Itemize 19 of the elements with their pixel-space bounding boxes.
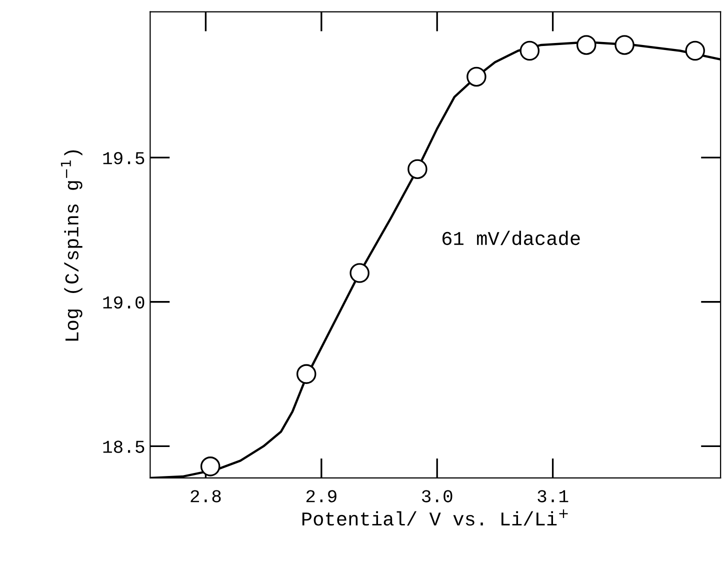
point (466, 66, 486, 87)
y-axis-title: Log (C/spins g$^{−1}$) (60, 150, 82, 341)
y-tick-label: 18.5 (103, 440, 144, 453)
point (408, 159, 428, 179)
point (200, 456, 220, 476)
y-tick-label: 19.0 (103, 296, 144, 309)
x-tick-label: 3.1 (538, 490, 568, 502)
point (296, 364, 316, 384)
point (350, 263, 370, 283)
x-tick-label: 2.8 (190, 490, 221, 502)
annotation: 61 mV/dacade (442, 230, 580, 246)
point (576, 35, 596, 55)
y-tick-label: 19.5 (103, 152, 144, 164)
point (614, 35, 634, 55)
point (520, 40, 540, 61)
x-axis-title: Potential/ V vs. Li/Li$^{+}$ (302, 509, 568, 526)
x-tick-label: 3.0 (422, 490, 452, 502)
point (685, 40, 705, 61)
x-tick-label: 2.9 (306, 490, 336, 502)
